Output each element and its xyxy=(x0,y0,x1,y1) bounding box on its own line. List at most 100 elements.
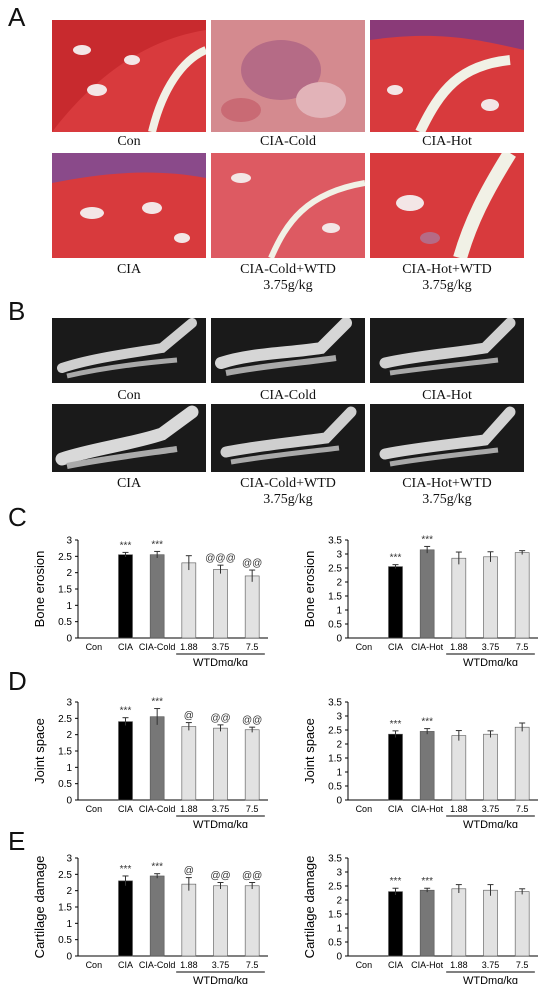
histology-caption-cia-cold-wtd: CIA-Cold+WTD 3.75g/kg xyxy=(240,262,336,293)
x-tick-label: CIA-Cold xyxy=(139,960,176,970)
y-tick-label: 0 xyxy=(66,634,72,645)
histology-caption-con: Con xyxy=(117,134,141,149)
bar xyxy=(483,733,498,801)
significance-annotation: *** xyxy=(151,539,163,550)
panel-label-e: E xyxy=(8,826,26,856)
significance-annotation: @@ xyxy=(242,558,262,569)
bar xyxy=(118,880,133,957)
significance-annotation: @@ xyxy=(210,871,230,882)
histology-image-cia-cold xyxy=(211,20,365,132)
y-tick-label: 3.5 xyxy=(328,536,342,547)
histology-caption-cia-hot: CIA-Hot xyxy=(422,134,472,149)
x-tick-label: CIA xyxy=(118,960,133,970)
y-tick-label: 0.5 xyxy=(328,782,342,793)
chart-joint-space-hot: Joint space 0 0.5 1 1.5 2 2.5 3 3.5 Con *** CIA *** C… xyxy=(302,698,538,828)
y-tick-label: 1.5 xyxy=(58,903,72,914)
x-tick-label: 3.75 xyxy=(212,642,230,652)
y-tick-label: 3 xyxy=(336,712,342,723)
bar xyxy=(388,733,403,801)
x-tick-label: CIA xyxy=(388,804,403,814)
x-tick-label: 3.75 xyxy=(212,804,230,814)
xray-caption-cia: CIA xyxy=(116,476,142,491)
bar xyxy=(181,883,197,957)
significance-annotation: *** xyxy=(421,534,433,545)
y-tick-label: 1.5 xyxy=(328,592,342,603)
x-tick-label: Con xyxy=(86,642,103,652)
x-tick-label: 7.5 xyxy=(516,642,529,652)
y-tick-label: 2.5 xyxy=(328,726,342,737)
x-tick-label: 3.75 xyxy=(482,804,500,814)
x-tick-label: 7.5 xyxy=(516,960,529,970)
bar xyxy=(244,729,260,801)
y-tick-label: 1 xyxy=(336,768,342,779)
x-tick-label: 1.88 xyxy=(450,642,468,652)
bar xyxy=(514,726,530,801)
significance-annotation: *** xyxy=(421,876,433,887)
bar xyxy=(244,885,260,957)
y-tick-label: 2 xyxy=(336,578,342,589)
y-tick-label: 0.5 xyxy=(328,620,342,631)
bar xyxy=(244,575,260,639)
x-tick-label: Con xyxy=(356,804,373,814)
y-tick-label: 2.5 xyxy=(328,564,342,575)
x-tick-label: 7.5 xyxy=(246,642,259,652)
histology-image-cia xyxy=(52,153,206,258)
x-axis-label: WTDmg/kg xyxy=(193,975,248,984)
x-tick-label: CIA xyxy=(118,642,133,652)
y-tick-label: 1 xyxy=(336,606,342,617)
bar xyxy=(451,888,467,957)
panel-label-d: D xyxy=(8,666,27,696)
significance-annotation: @ xyxy=(184,866,194,877)
x-tick-label: CIA-Cold xyxy=(139,804,176,814)
x-tick-label: Con xyxy=(86,960,103,970)
x-tick-label: Con xyxy=(356,642,373,652)
x-tick-label: CIA xyxy=(388,642,403,652)
bar xyxy=(149,554,165,639)
y-tick-label: 0 xyxy=(336,796,342,807)
y-tick-label: 3 xyxy=(66,536,72,547)
x-axis-label: WTDmg/kg xyxy=(193,657,248,666)
x-tick-label: CIA-Hot xyxy=(411,960,444,970)
y-axis-label: Cartilage damage xyxy=(32,856,47,959)
bar xyxy=(419,731,435,801)
significance-annotation: *** xyxy=(390,719,402,730)
significance-annotation: @@ xyxy=(242,871,262,882)
bar xyxy=(118,721,133,801)
x-tick-label: 7.5 xyxy=(246,804,259,814)
x-tick-label: Con xyxy=(86,804,103,814)
xray-image-cia-hot-wtd xyxy=(370,404,524,472)
x-tick-label: CIA-Hot xyxy=(411,804,444,814)
significance-annotation: @@@ xyxy=(205,553,235,564)
panel-label-b: B xyxy=(8,296,26,326)
y-tick-label: 3 xyxy=(336,868,342,879)
y-tick-label: 1 xyxy=(336,924,342,935)
y-tick-label: 2 xyxy=(66,730,72,741)
x-tick-label: 1.88 xyxy=(180,642,198,652)
y-tick-label: 3 xyxy=(66,854,72,865)
xray-image-cia-cold-wtd xyxy=(211,404,365,472)
x-tick-label: 3.75 xyxy=(212,960,230,970)
histology-image-cia-cold-wtd xyxy=(211,153,365,258)
x-tick-label: CIA xyxy=(118,804,133,814)
x-tick-label: 3.75 xyxy=(482,960,500,970)
xray-image-cia-cold xyxy=(211,318,365,383)
bar xyxy=(213,885,228,957)
xray-image-con xyxy=(52,318,206,383)
y-axis-label: Joint space xyxy=(302,718,317,784)
x-tick-label: 1.88 xyxy=(180,804,198,814)
y-tick-label: 2 xyxy=(336,896,342,907)
y-tick-label: 2 xyxy=(336,740,342,751)
y-tick-label: 3 xyxy=(336,550,342,561)
significance-annotation: *** xyxy=(151,862,163,873)
bar xyxy=(213,727,228,801)
significance-annotation: *** xyxy=(421,717,433,728)
xray-image-cia xyxy=(52,404,206,472)
x-tick-label: 1.88 xyxy=(450,960,468,970)
x-axis-label: WTDmg/kg xyxy=(193,819,248,828)
panel-label-a: A xyxy=(8,2,26,32)
y-tick-label: 1.5 xyxy=(328,910,342,921)
x-axis-label: WTDmg/kg xyxy=(463,819,518,828)
bar xyxy=(149,875,165,957)
y-tick-label: 1.5 xyxy=(58,747,72,758)
bar xyxy=(419,889,435,957)
